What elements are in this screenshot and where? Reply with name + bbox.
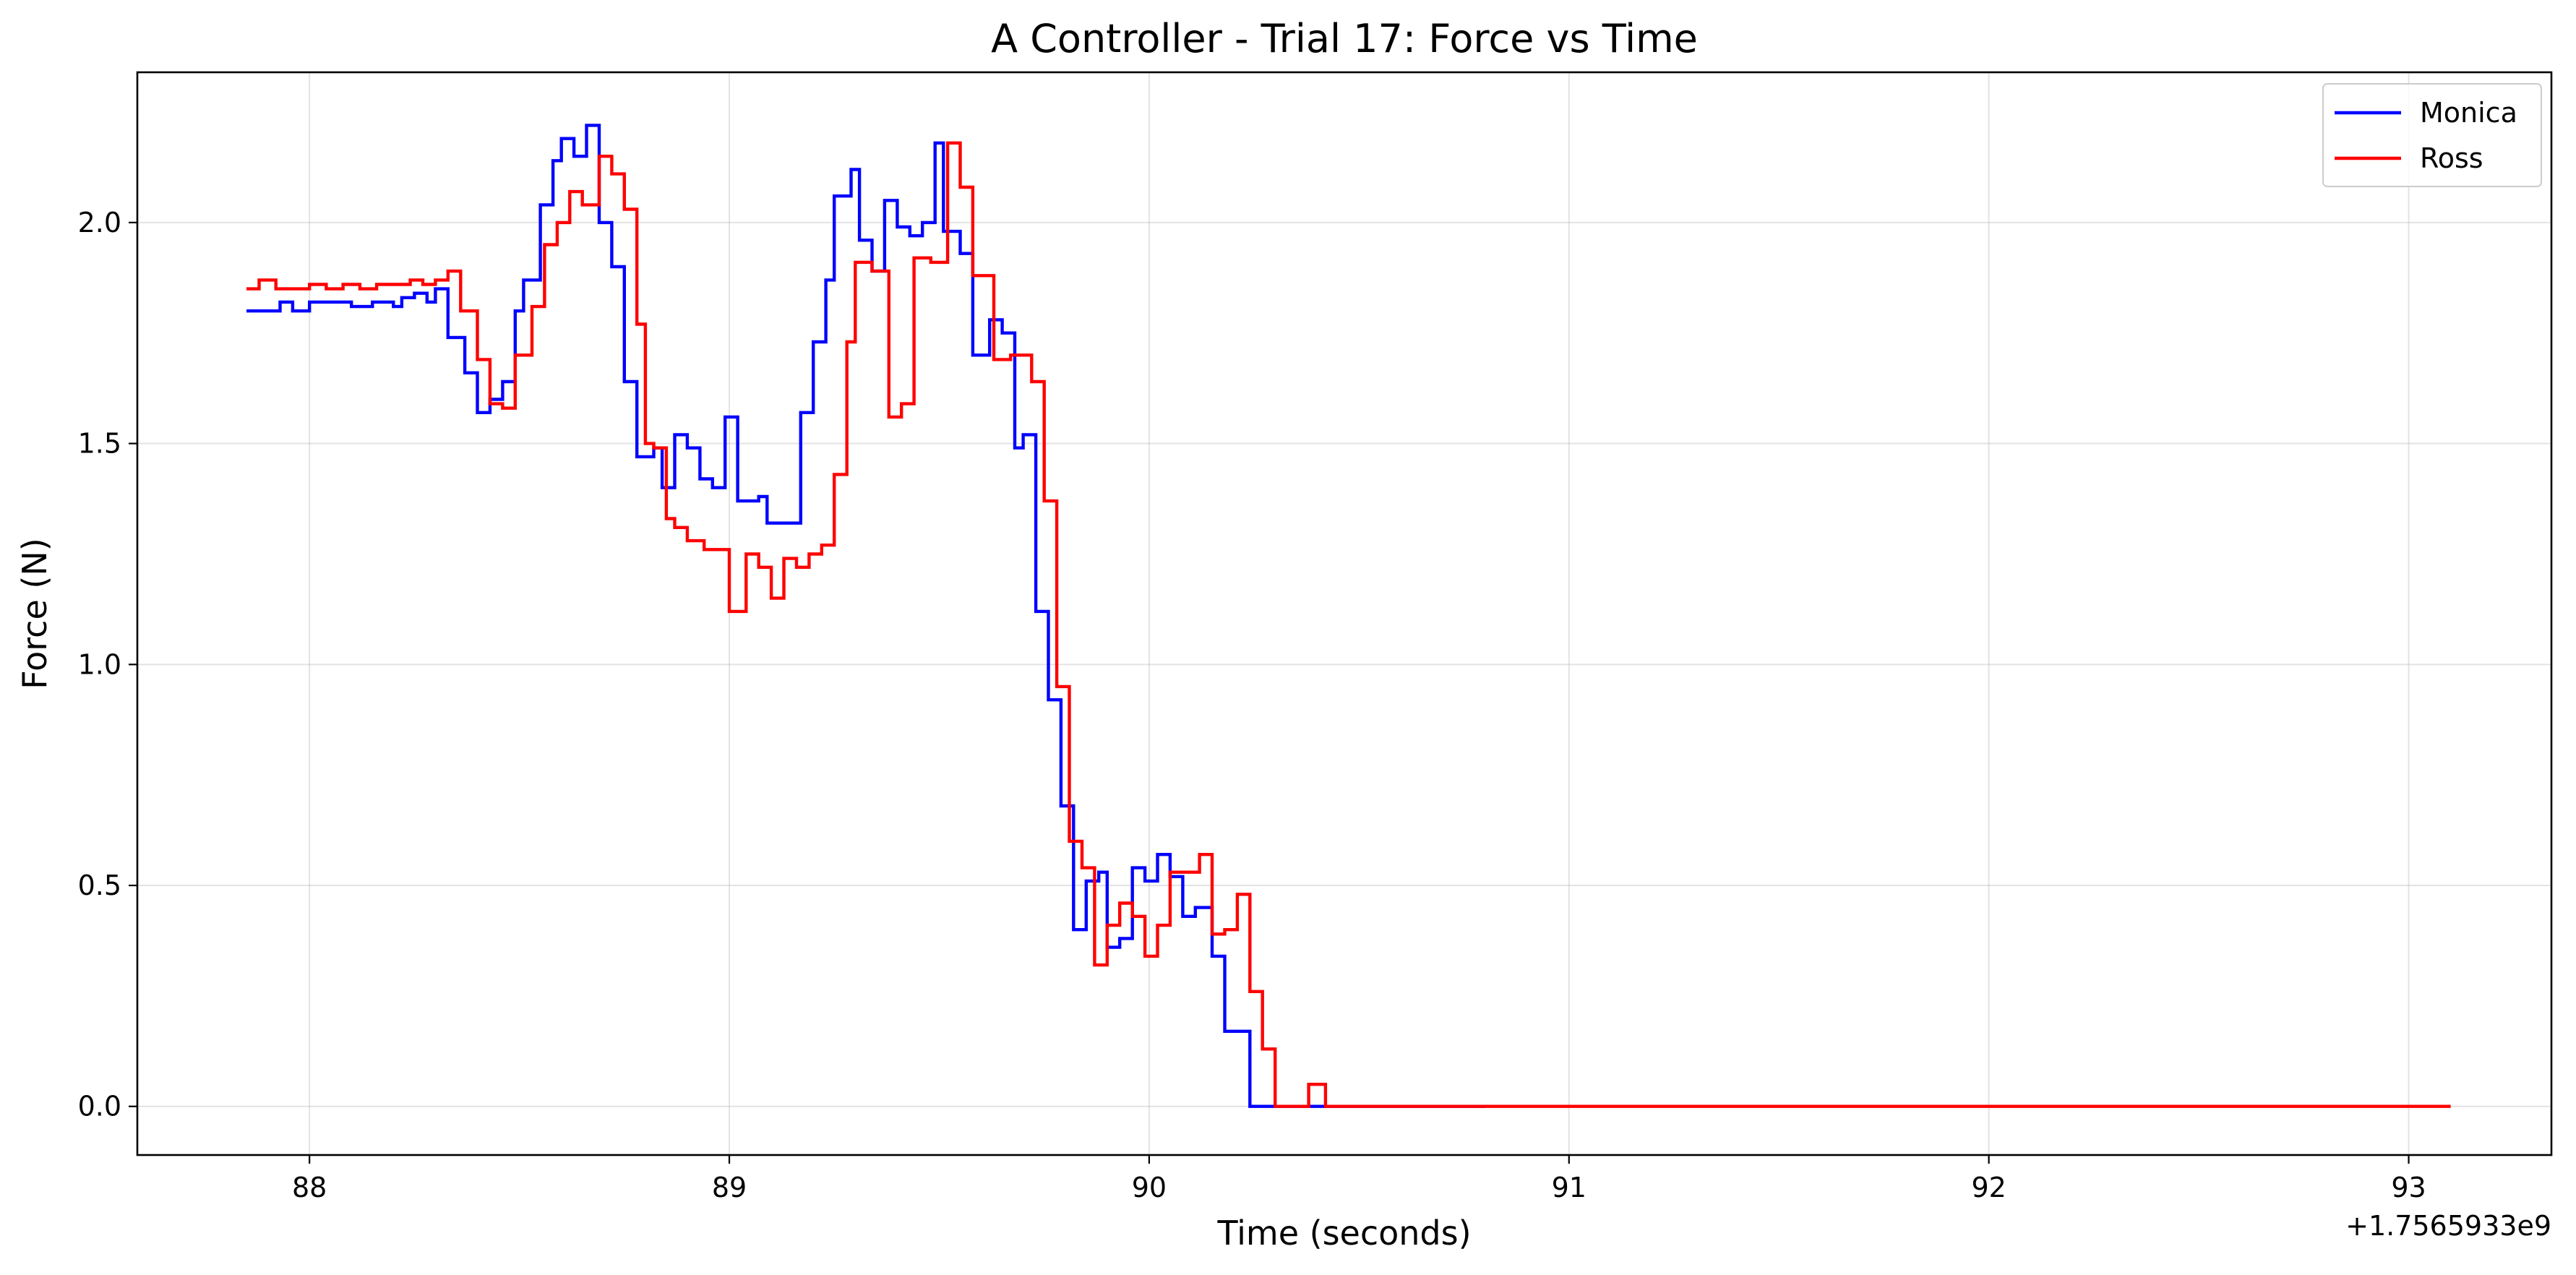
x-axis-ticks: 88 89 90 91 92 93 (292, 1155, 2426, 1203)
series-line-monica (246, 124, 1485, 1108)
y-tick-label: 0.0 (78, 1091, 121, 1122)
legend: Monica Ross (2322, 83, 2542, 187)
x-axis-label: Time (seconds) (1216, 1214, 1471, 1253)
chart-title: A Controller - Trial 17: Force vs Time (991, 16, 1698, 61)
series-line-ross (246, 141, 2451, 1108)
y-axis-ticks: 0.0 0.5 1.0 1.5 2.0 (78, 207, 137, 1122)
x-tick-label: 88 (292, 1172, 327, 1203)
y-axis-label: Force (N) (15, 538, 54, 689)
legend-box (2322, 83, 2542, 187)
y-tick-label: 1.5 (78, 428, 121, 460)
legend-label-monica: Monica (2420, 97, 2517, 129)
x-tick-label: 93 (2391, 1172, 2426, 1203)
x-tick-label: 91 (1552, 1172, 1587, 1203)
x-axis-offset-label: +1.7565933e9 (2345, 1210, 2551, 1242)
y-tick-label: 0.5 (78, 870, 121, 901)
x-tick-label: 89 (712, 1172, 747, 1203)
legend-label-ross: Ross (2420, 142, 2483, 174)
plot-frame (136, 71, 2553, 1156)
series-layer (246, 124, 2451, 1108)
x-tick-label: 92 (1971, 1172, 2006, 1203)
y-tick-label: 1.0 (78, 648, 121, 680)
x-tick-label: 90 (1132, 1172, 1167, 1203)
y-tick-label: 2.0 (78, 207, 121, 239)
